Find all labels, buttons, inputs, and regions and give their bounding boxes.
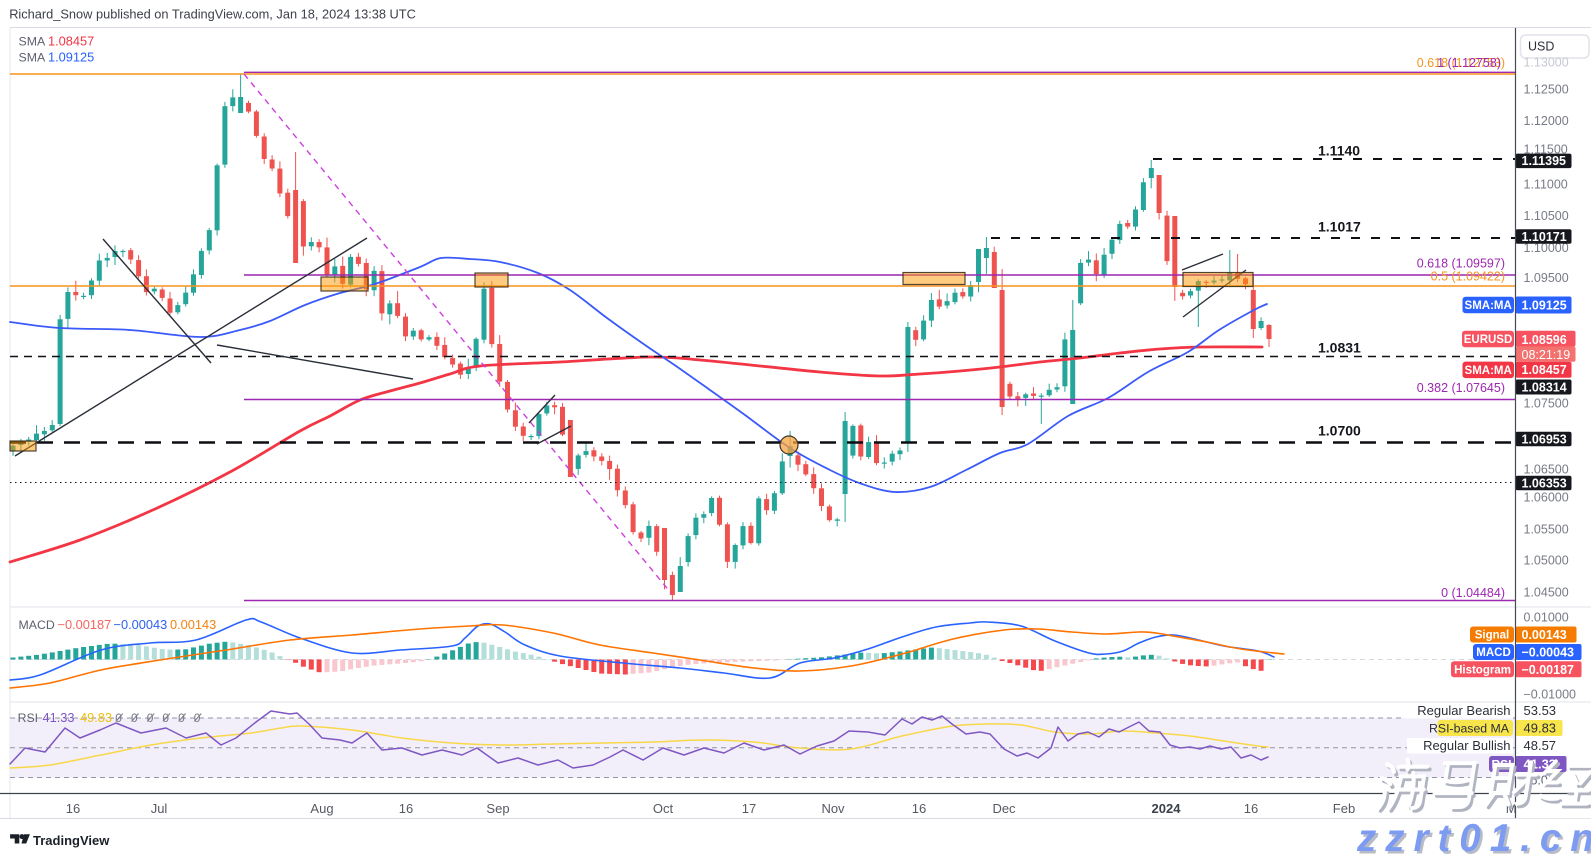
- svg-text:1.06500: 1.06500: [1524, 463, 1569, 477]
- svg-text:0.01000: 0.01000: [1524, 611, 1569, 625]
- svg-text:41.33: 41.33: [43, 710, 75, 725]
- svg-text:1.08457: 1.08457: [1522, 363, 1567, 377]
- svg-text:1.1017: 1.1017: [1318, 219, 1361, 235]
- svg-text:1.11500: 1.11500: [1524, 143, 1568, 157]
- svg-text:17: 17: [742, 801, 756, 816]
- svg-text:RSI: RSI: [18, 711, 38, 725]
- svg-text:1.11000: 1.11000: [1524, 178, 1568, 192]
- svg-text:−0.00187: −0.00187: [58, 617, 112, 632]
- svg-text:RSI-based MA: RSI-based MA: [1429, 721, 1510, 735]
- svg-text:Histogram: Histogram: [1454, 664, 1511, 676]
- svg-text:−0.00043: −0.00043: [114, 617, 168, 632]
- svg-text:zzrt01.cn: zzrt01.cn: [1356, 817, 1591, 857]
- svg-text:EURUSD: EURUSD: [1464, 334, 1513, 346]
- svg-text:TradingView: TradingView: [33, 833, 110, 848]
- svg-text:1.10000: 1.10000: [1524, 241, 1569, 255]
- svg-text:Richard_Snow published on Trad: Richard_Snow published on TradingView.co…: [9, 7, 416, 22]
- svg-text:1.09125: 1.09125: [1522, 298, 1567, 312]
- svg-text:1.09500: 1.09500: [1524, 271, 1569, 285]
- svg-text:SMA: SMA: [19, 35, 46, 49]
- svg-text:1.0831: 1.0831: [1318, 340, 1361, 356]
- svg-text:Regular Bullish: Regular Bullish: [1423, 738, 1510, 753]
- svg-text:MACD: MACD: [1476, 647, 1511, 659]
- svg-text:1.12500: 1.12500: [1524, 83, 1569, 97]
- svg-text:08:21:19: 08:21:19: [1522, 348, 1571, 362]
- svg-text:1.11395: 1.11395: [1522, 154, 1567, 168]
- svg-text:0.618 (1.12753): 0.618 (1.12753): [1417, 56, 1505, 70]
- svg-text:1.06353: 1.06353: [1522, 476, 1567, 490]
- svg-text:1.06000: 1.06000: [1524, 491, 1569, 505]
- svg-text:Oct: Oct: [653, 801, 674, 816]
- svg-text:1.06953: 1.06953: [1522, 432, 1567, 446]
- svg-text:1.10171: 1.10171: [1522, 230, 1567, 244]
- svg-text:SMA: SMA: [19, 51, 46, 65]
- svg-text:0.00143: 0.00143: [1522, 628, 1567, 642]
- svg-text:49.83: 49.83: [80, 710, 112, 725]
- svg-text:0.00143: 0.00143: [170, 617, 216, 632]
- svg-text:Nov: Nov: [821, 801, 845, 816]
- svg-text:16: 16: [912, 801, 926, 816]
- svg-text:0.382 (1.07645): 0.382 (1.07645): [1417, 381, 1505, 395]
- svg-text:−0.00043: −0.00043: [1522, 646, 1575, 660]
- svg-text:1.05500: 1.05500: [1524, 523, 1569, 537]
- svg-text:16: 16: [1244, 801, 1258, 816]
- svg-text:1.09125: 1.09125: [48, 50, 94, 65]
- svg-text:Feb: Feb: [1333, 801, 1355, 816]
- svg-text:USD: USD: [1528, 40, 1554, 54]
- svg-text:1 (1.12758): 1 (1.12758): [1437, 56, 1501, 70]
- svg-text:−0.00187: −0.00187: [1522, 663, 1575, 677]
- svg-text:MACD: MACD: [19, 618, 55, 632]
- svg-text:1.1140: 1.1140: [1318, 143, 1360, 159]
- svg-text:SMA:MA: SMA:MA: [1465, 365, 1512, 377]
- svg-text:2024: 2024: [1152, 801, 1182, 816]
- svg-text:1.08596: 1.08596: [1522, 333, 1567, 347]
- svg-text:Regular Bearish: Regular Bearish: [1417, 703, 1510, 718]
- svg-text:0 (1.04484): 0 (1.04484): [1441, 586, 1505, 600]
- svg-text:zzrt01.cn: zzrt01.cn: [1359, 820, 1591, 857]
- svg-text:1.10500: 1.10500: [1524, 209, 1569, 223]
- svg-text:0.618 (1.09597): 0.618 (1.09597): [1417, 257, 1505, 271]
- svg-text:Signal: Signal: [1475, 630, 1510, 642]
- svg-text:1.05000: 1.05000: [1524, 554, 1569, 568]
- svg-text:48.57: 48.57: [1524, 738, 1557, 753]
- svg-text:53.53: 53.53: [1524, 703, 1557, 718]
- svg-text:1.08457: 1.08457: [48, 34, 94, 49]
- svg-text:Dec: Dec: [992, 801, 1016, 816]
- svg-text:−0.01000: −0.01000: [1524, 688, 1577, 702]
- svg-text:Sep: Sep: [486, 801, 509, 816]
- svg-text:1.12000: 1.12000: [1524, 114, 1569, 128]
- svg-text:0.5 (1.09422): 0.5 (1.09422): [1431, 270, 1505, 284]
- svg-text:Jul: Jul: [151, 801, 168, 816]
- svg-text:16: 16: [399, 801, 413, 816]
- svg-text:SMA:MA: SMA:MA: [1465, 300, 1512, 312]
- svg-text:16: 16: [66, 801, 80, 816]
- svg-text:1.0700: 1.0700: [1318, 423, 1361, 439]
- svg-text:1.07500: 1.07500: [1524, 397, 1569, 411]
- svg-text:49.83: 49.83: [1524, 720, 1557, 735]
- svg-text:Aug: Aug: [310, 801, 333, 816]
- svg-text:1.13000: 1.13000: [1524, 56, 1569, 70]
- svg-text:1.08314: 1.08314: [1522, 380, 1567, 394]
- svg-text:1.04500: 1.04500: [1524, 586, 1569, 600]
